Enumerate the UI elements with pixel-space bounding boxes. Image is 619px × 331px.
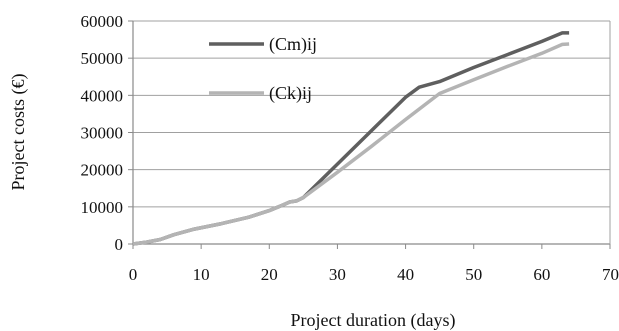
x-tick-label: 10 [193, 265, 210, 284]
x-tick-label: 60 [533, 265, 550, 284]
x-axis-title: Project duration (days) [291, 310, 456, 331]
y-tick-label: 0 [115, 235, 124, 254]
x-tick-label: 50 [465, 265, 482, 284]
y-tick-label: 50000 [81, 49, 124, 68]
series-lines [132, 31, 570, 246]
series-line-1 [132, 31, 570, 246]
y-tick-label: 20000 [81, 161, 124, 180]
y-tick-label: 40000 [81, 86, 124, 105]
series-line-2 [132, 42, 570, 246]
y-axis-title: Project costs (€) [8, 74, 29, 191]
y-tick-label: 30000 [81, 124, 124, 143]
legend-label-2: (Ck)ij [269, 83, 312, 104]
x-tick-labels: 0 10 20 30 40 50 60 70 [129, 265, 619, 284]
x-tick-label: 0 [129, 265, 138, 284]
legend: (Cm)ij (Ck)ij [209, 34, 317, 104]
gridlines [133, 20, 610, 208]
x-tick-label: 70 [602, 265, 619, 284]
x-tick-label: 40 [397, 265, 414, 284]
y-tick-label: 60000 [81, 12, 124, 31]
y-tick-labels: 0 10000 20000 30000 40000 50000 60000 [81, 12, 124, 254]
axes [128, 20, 611, 249]
x-tick-label: 30 [329, 265, 346, 284]
x-tick-label: 20 [261, 265, 278, 284]
legend-label-1: (Cm)ij [269, 34, 317, 55]
y-tick-label: 10000 [81, 198, 124, 217]
